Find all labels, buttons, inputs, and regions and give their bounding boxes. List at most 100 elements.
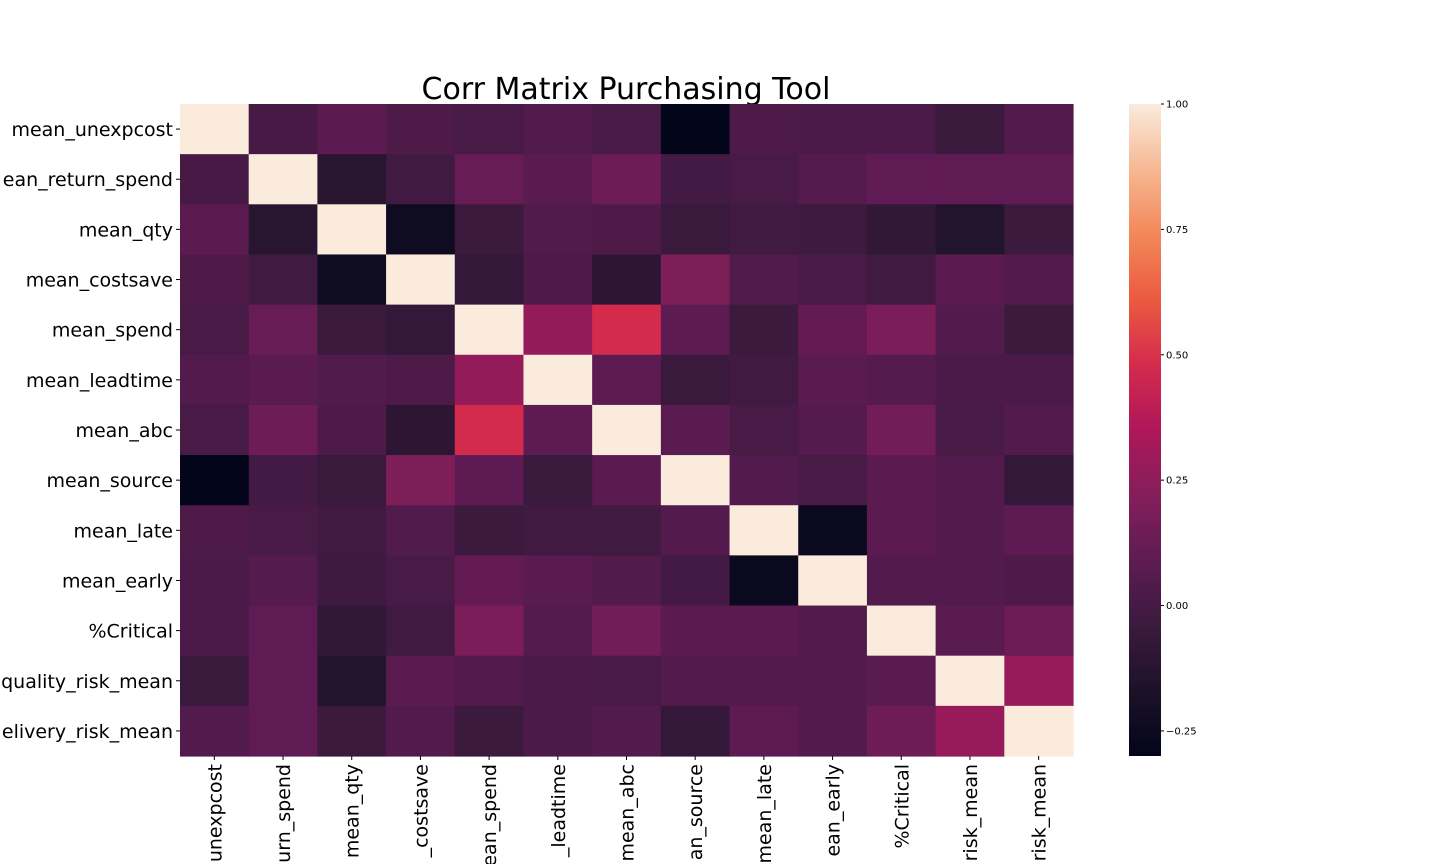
x-tick-label: mean_late — [754, 764, 776, 863]
heatmap-cell-2-5 — [523, 204, 593, 256]
heatmap-cell-10-9 — [798, 605, 868, 657]
heatmap-cell-5-7 — [660, 354, 731, 406]
heatmap-cell-2-8 — [729, 204, 799, 256]
heatmap-cell-3-3 — [386, 254, 456, 306]
heatmap-cell-5-1 — [248, 354, 318, 406]
heatmap-cell-1-8 — [729, 154, 799, 205]
heatmap-cell-12-3 — [386, 705, 456, 757]
heatmap-cell-3-9 — [798, 254, 868, 306]
heatmap-cell-9-1 — [248, 555, 318, 607]
colorbar-tick-label: 0.00 — [1166, 601, 1188, 612]
heatmap-cell-8-1 — [248, 505, 318, 556]
x-tick-label: mean_qty — [342, 764, 364, 858]
heatmap-cell-6-3 — [386, 404, 456, 456]
heatmap-cell-4-7 — [660, 304, 731, 356]
heatmap-cell-4-6 — [592, 304, 662, 356]
heatmap-cell-11-12 — [1004, 655, 1074, 707]
heatmap-cell-5-4 — [454, 354, 525, 406]
heatmap-cell-1-1 — [248, 154, 318, 205]
heatmap-cell-12-9 — [798, 705, 868, 757]
heatmap-cell-12-4 — [454, 705, 525, 757]
heatmap-cell-7-7 — [660, 455, 731, 506]
colorbar-ticks: 1.00 0.75 0.50 0.25 0.00 −0.25 — [1161, 100, 1197, 737]
y-tick-label: mean_early — [62, 570, 173, 592]
heatmap-cell-6-10 — [866, 404, 937, 456]
y-tick-label: mean_leadtime — [26, 370, 173, 392]
heatmap-cell-11-3 — [386, 655, 456, 707]
heatmap-cell-8-12 — [1004, 505, 1074, 556]
heatmap-cell-4-10 — [866, 304, 937, 356]
heatmap-cell-10-6 — [592, 605, 662, 657]
heatmap-cell-6-11 — [935, 404, 1005, 456]
heatmap-cell-8-10 — [866, 505, 937, 556]
heatmap-cell-2-2 — [317, 204, 387, 256]
x-tick-label: unexpcost — [204, 764, 226, 862]
y-tick-label: %Critical — [88, 621, 173, 643]
colorbar-tick-label: −0.25 — [1166, 726, 1197, 737]
heatmap-cell-4-12 — [1004, 304, 1074, 356]
heatmap-cell-9-0 — [180, 555, 250, 607]
heatmap-cell-8-9 — [798, 505, 868, 556]
heatmap-cell-7-8 — [729, 455, 799, 506]
heatmap-cell-10-10 — [866, 605, 937, 657]
heatmap-cell-9-10 — [866, 555, 937, 607]
heatmap-cell-6-9 — [798, 404, 868, 456]
heatmap-cell-7-3 — [386, 455, 456, 506]
heatmap-cell-9-12 — [1004, 555, 1074, 607]
heatmap-cell-12-7 — [660, 705, 731, 757]
heatmap-cell-2-11 — [935, 204, 1005, 256]
heatmap-cell-6-0 — [180, 404, 250, 456]
heatmap-cell-7-10 — [866, 455, 937, 506]
x-tick-label: ean_spend — [479, 764, 501, 864]
heatmap-cell-9-5 — [523, 555, 593, 607]
heatmap-cell-6-2 — [317, 404, 387, 456]
heatmap-cell-10-8 — [729, 605, 799, 657]
heatmap-cell-7-9 — [798, 455, 868, 506]
heatmap-cell-3-5 — [523, 254, 593, 306]
heatmap-cell-7-1 — [248, 455, 318, 506]
heatmap-cell-0-9 — [798, 104, 868, 155]
heatmap-cell-11-1 — [248, 655, 318, 707]
heatmap-cell-3-11 — [935, 254, 1005, 306]
heatmap-cell-6-8 — [729, 404, 799, 456]
heatmap-cell-0-7 — [660, 104, 731, 155]
heatmap-cell-5-11 — [935, 354, 1005, 406]
heatmap-cell-2-9 — [798, 204, 868, 256]
heatmap-cell-4-0 — [180, 304, 250, 356]
heatmap-cell-9-9 — [798, 555, 868, 607]
heatmap-cell-1-11 — [935, 154, 1005, 205]
heatmap-cell-9-7 — [660, 555, 731, 607]
y-tick-label: quality_risk_mean — [1, 671, 173, 693]
heatmap-cell-12-12 — [1004, 705, 1074, 757]
heatmap-cell-5-0 — [180, 354, 250, 406]
heatmap-cell-9-2 — [317, 555, 387, 607]
heatmap-cell-2-6 — [592, 204, 662, 256]
heatmap-cell-12-0 — [180, 705, 250, 757]
heatmap-cell-3-8 — [729, 254, 799, 306]
heatmap-cell-5-9 — [798, 354, 868, 406]
colorbar-tick-label: 0.25 — [1166, 476, 1188, 487]
heatmap-cell-11-11 — [935, 655, 1005, 707]
heatmap-cell-5-5 — [523, 354, 593, 406]
heatmap-cell-1-4 — [454, 154, 525, 205]
heatmap-cell-12-8 — [729, 705, 799, 757]
heatmap-cell-11-10 — [866, 655, 937, 707]
heatmap-cell-11-4 — [454, 655, 525, 707]
heatmap-cell-9-11 — [935, 555, 1005, 607]
heatmap-cell-10-12 — [1004, 605, 1074, 657]
heatmap-cell-2-4 — [454, 204, 525, 256]
heatmap-cell-0-0 — [180, 104, 250, 155]
heatmap-cell-0-8 — [729, 104, 799, 155]
heatmap-cell-2-0 — [180, 204, 250, 256]
heatmap-cell-7-11 — [935, 455, 1005, 506]
heatmap-cell-5-2 — [317, 354, 387, 406]
heatmap-cell-1-6 — [592, 154, 662, 205]
y-tick-label: mean_qty — [79, 219, 173, 241]
heatmap-cell-0-10 — [866, 104, 937, 155]
chart-title: Corr Matrix Purchasing Tool — [422, 72, 831, 107]
heatmap-cell-8-7 — [660, 505, 731, 556]
heatmap-cell-10-11 — [935, 605, 1005, 657]
heatmap-cell-11-7 — [660, 655, 731, 707]
x-tick-label: risk_mean — [960, 764, 982, 861]
